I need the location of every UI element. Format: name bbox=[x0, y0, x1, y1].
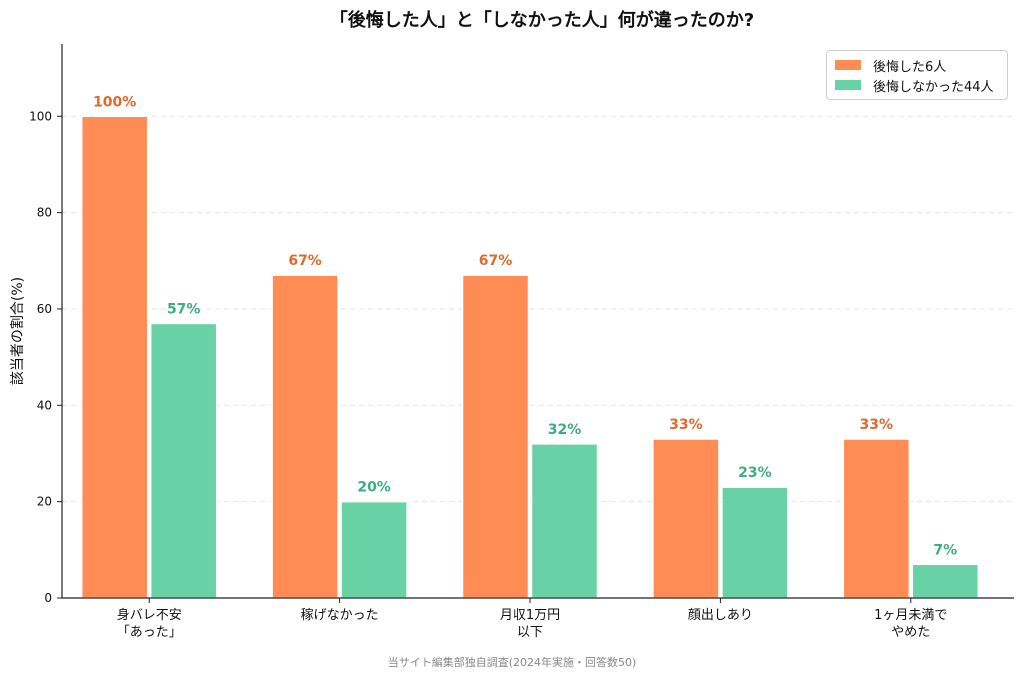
y-tick-label: 60 bbox=[37, 302, 52, 316]
x-tick-label-line: 月収1万円 bbox=[500, 608, 560, 623]
x-tick-label-line: 顔出しあり bbox=[688, 608, 753, 623]
bar-no-regret bbox=[911, 563, 980, 599]
legend-item-regret: 後悔した6人 bbox=[835, 56, 947, 75]
bar-regret bbox=[842, 438, 911, 599]
x-tick-label-line: やめた bbox=[891, 625, 930, 640]
y-tick-label: 80 bbox=[37, 206, 52, 220]
x-tick-label-line: 身バレ不安 bbox=[117, 607, 182, 623]
data-label-no-regret: 57% bbox=[167, 301, 201, 317]
legend-label-no-regret: 後悔しなかった44人 bbox=[873, 79, 994, 95]
x-tick-label: 月収1万円以下 bbox=[500, 608, 560, 640]
legend-swatch-no-regret bbox=[835, 80, 861, 90]
bar-no-regret bbox=[149, 322, 218, 599]
y-tick-label: 40 bbox=[37, 398, 52, 412]
y-tick-label: 20 bbox=[37, 495, 52, 509]
bar-no-regret bbox=[530, 443, 599, 599]
data-label-regret: 33% bbox=[860, 417, 894, 433]
data-label-regret: 100% bbox=[93, 94, 136, 110]
x-tick-label: 1ヶ月未満でやめた bbox=[874, 608, 947, 640]
x-tick-label-line: 「あった」 bbox=[117, 625, 182, 640]
bar-regret bbox=[461, 274, 530, 599]
x-tick-label-line: 1ヶ月未満で bbox=[874, 608, 947, 623]
y-tick-label: 100 bbox=[29, 109, 52, 123]
data-label-regret: 33% bbox=[669, 417, 703, 433]
data-label-no-regret: 23% bbox=[738, 465, 772, 481]
chart-title: 「後悔した人」と「しなかった人」何が違ったのか? bbox=[329, 10, 755, 31]
data-label-regret: 67% bbox=[479, 253, 513, 269]
y-tick-label: 0 bbox=[44, 591, 52, 605]
bar-regret bbox=[80, 115, 149, 599]
legend-item-no-regret: 後悔しなかった44人 bbox=[835, 76, 994, 95]
legend-swatch-regret bbox=[835, 60, 861, 70]
y-axis-label: 該当者の割合(%) bbox=[9, 277, 26, 385]
x-tick-label: 身バレ不安「あった」 bbox=[117, 607, 182, 640]
bar-regret bbox=[652, 438, 720, 599]
x-tick-label-line: 以下 bbox=[517, 625, 543, 640]
x-tick-label-line: 稼げなかった bbox=[301, 608, 379, 623]
data-label-no-regret: 7% bbox=[933, 542, 957, 558]
data-label-regret: 67% bbox=[288, 253, 322, 269]
legend: 後悔した6人 後悔しなかった44人 bbox=[826, 50, 1008, 100]
bar-no-regret bbox=[340, 500, 408, 599]
data-label-no-regret: 32% bbox=[548, 422, 582, 438]
legend-label-regret: 後悔した6人 bbox=[873, 59, 947, 75]
x-tick-label: 顔出しあり bbox=[688, 608, 753, 623]
data-label-no-regret: 20% bbox=[357, 480, 391, 496]
source-caption: 当サイト編集部独自調査(2024年実施・回答数50) bbox=[387, 656, 637, 669]
bar-regret bbox=[271, 274, 339, 599]
bar-no-regret bbox=[721, 486, 789, 599]
x-tick-label: 稼げなかった bbox=[301, 608, 379, 623]
